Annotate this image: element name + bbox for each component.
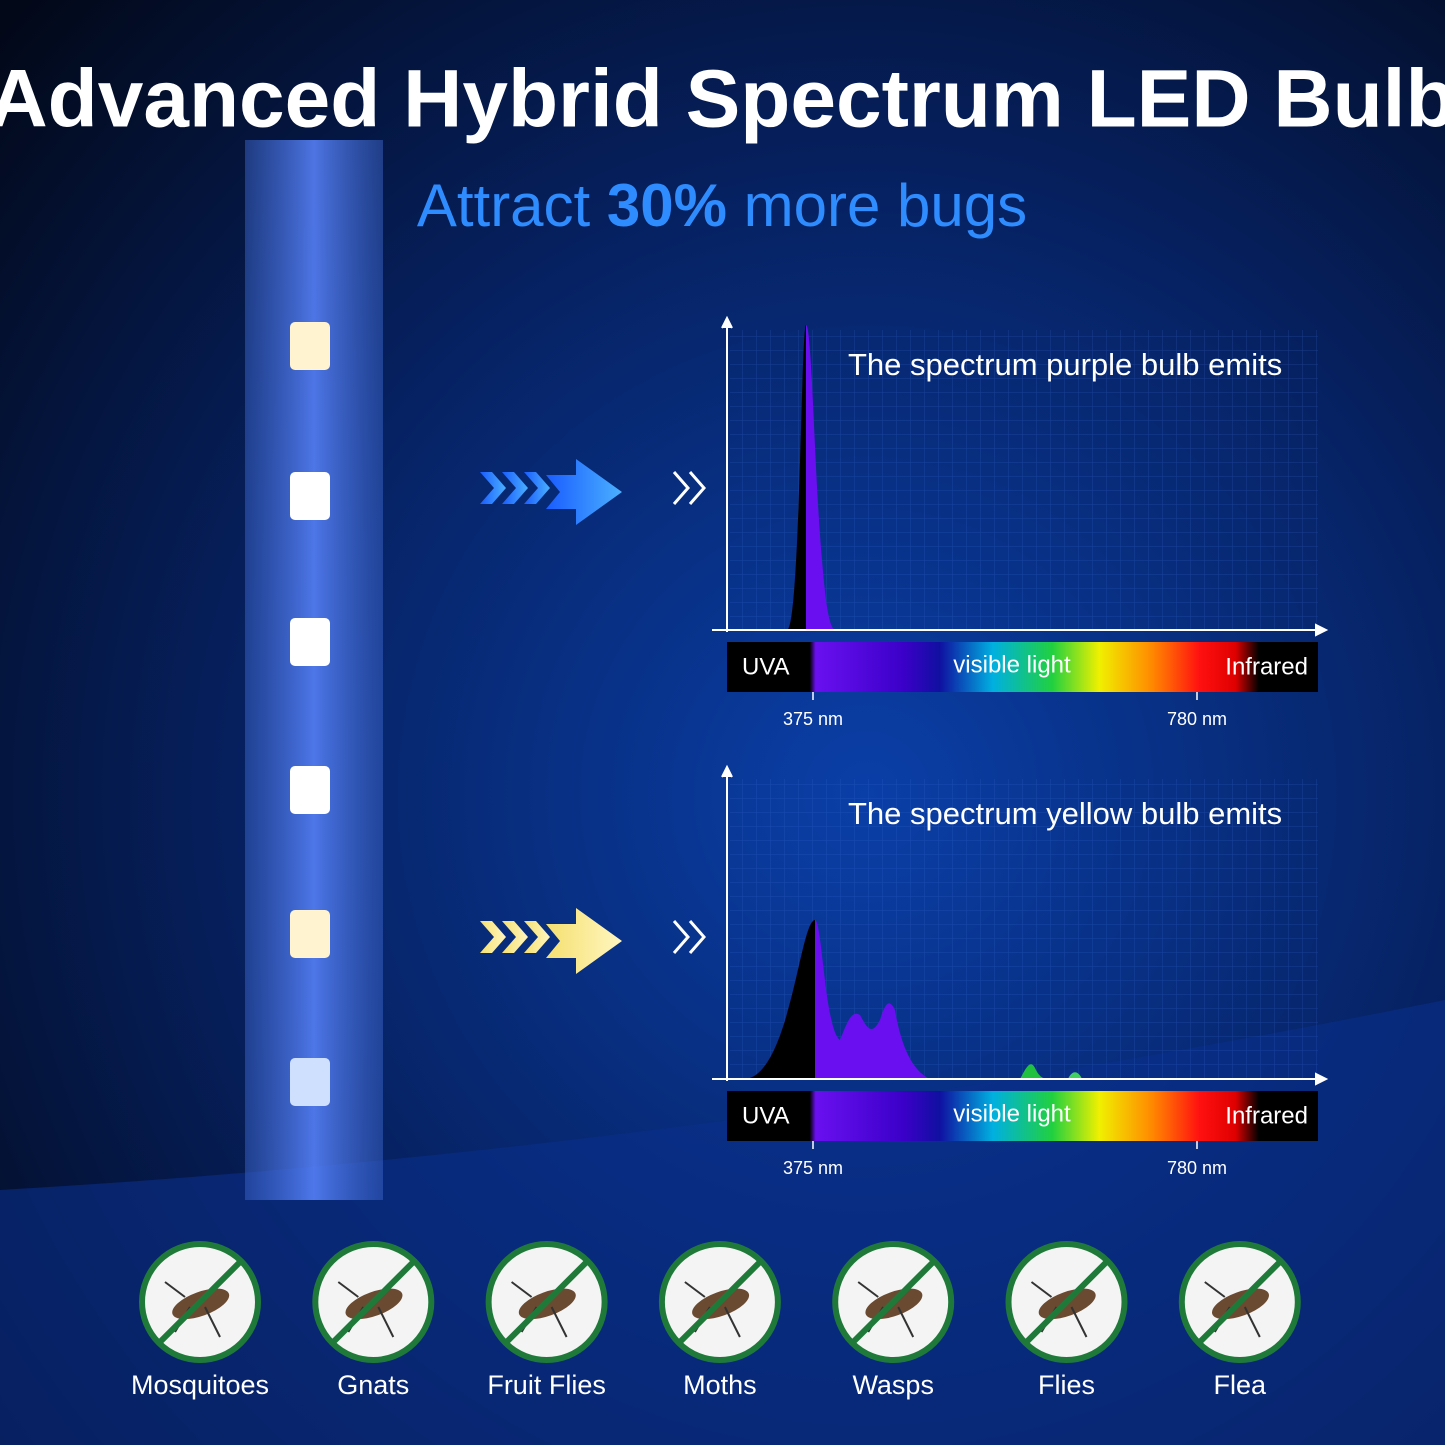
title: Advanced Hybrid Spectrum LED Bulb xyxy=(0,54,1445,145)
arrow-chevron xyxy=(524,472,550,504)
tick-label: 780 nm xyxy=(1167,1158,1227,1178)
spectrum-bar xyxy=(727,642,1318,692)
arrow-head xyxy=(546,908,622,974)
no-slash xyxy=(677,1259,763,1345)
spectrum-curve xyxy=(787,325,808,630)
bug-label: Wasps xyxy=(852,1370,934,1400)
subtitle: Attract 30% more bugs xyxy=(417,172,1027,239)
spectrum-panel: The spectrum yellow bulb emits UVA visible… xyxy=(480,764,1329,1178)
bug-label: Flies xyxy=(1038,1370,1095,1400)
led-strip xyxy=(245,140,383,1200)
spectrum-bar xyxy=(727,1091,1318,1141)
band-label: UVA xyxy=(742,1102,790,1129)
arrow xyxy=(480,459,622,525)
y-axis xyxy=(721,764,733,1081)
spectrum-curve xyxy=(745,920,817,1079)
arrow-chevron xyxy=(524,921,550,953)
band-label: Infrared xyxy=(1225,1102,1308,1129)
chevron xyxy=(672,471,706,505)
arrow xyxy=(480,908,622,974)
bug-badge: Wasps xyxy=(832,1241,955,1400)
bug-badge: Fruit Flies xyxy=(485,1241,608,1400)
band-label: UVA xyxy=(742,653,790,680)
chevron xyxy=(672,920,706,954)
no-slash xyxy=(851,1259,936,1345)
chart-grid xyxy=(730,330,1318,630)
no-slash xyxy=(157,1259,243,1345)
y-axis xyxy=(721,315,733,632)
spectrum-curve xyxy=(815,920,930,1079)
panel-title: The spectrum purple bulb emits xyxy=(848,347,1282,382)
x-axis xyxy=(712,1072,1329,1086)
panel-title: The spectrum yellow bulb emits xyxy=(848,796,1282,831)
bug-label: Moths xyxy=(683,1370,757,1400)
subtitle-highlight: 30% xyxy=(607,172,727,239)
band-label: visible light xyxy=(953,1100,1071,1127)
no-slash xyxy=(1197,1259,1282,1345)
bug-badge: Gnats xyxy=(312,1241,435,1400)
spectrum-panel: The spectrum purple bulb emits UVA visible… xyxy=(480,315,1329,729)
spectrum-curve xyxy=(806,325,835,630)
band-label: Infrared xyxy=(1225,653,1308,680)
subtitle-text: more bugs xyxy=(744,172,1027,239)
arrow-head xyxy=(546,459,622,525)
no-slash xyxy=(1024,1259,1109,1345)
arrow-chevron xyxy=(480,921,506,953)
band-label: visible light xyxy=(953,651,1071,678)
no-slash xyxy=(331,1259,416,1345)
bug-badge: Flea xyxy=(1178,1241,1301,1400)
bug-badge: Flies xyxy=(1005,1241,1128,1400)
arrow-chevron xyxy=(502,921,528,953)
arrow-chevron xyxy=(502,472,528,504)
subtitle-text: Attract xyxy=(417,172,591,239)
no-slash xyxy=(504,1259,589,1345)
tick-label: 375 nm xyxy=(783,1158,843,1178)
spectrum-curve xyxy=(1020,1064,1050,1079)
spectrum-curve xyxy=(1068,1072,1082,1079)
bug-label: Fruit Flies xyxy=(487,1370,606,1400)
bug-badge: Mosquitoes xyxy=(131,1241,269,1400)
arrow-chevron xyxy=(480,472,506,504)
bug-label: Flea xyxy=(1214,1370,1268,1400)
tick-label: 375 nm xyxy=(783,709,843,729)
bug-label: Gnats xyxy=(337,1370,409,1400)
bug-badge: Moths xyxy=(658,1241,781,1400)
tick-label: 780 nm xyxy=(1167,709,1227,729)
x-axis xyxy=(712,623,1329,637)
bug-label: Mosquitoes xyxy=(131,1370,269,1400)
